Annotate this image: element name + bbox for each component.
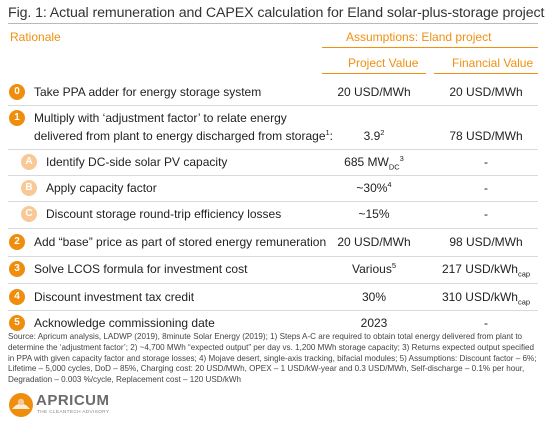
logo-tagline: THE CLEANTECH ADVISORY (37, 410, 110, 415)
project-value-cell: 20 USD/MWh (337, 85, 411, 99)
step-badge: B (21, 180, 37, 196)
project-value-cell: 20 USD/MWh (337, 235, 411, 249)
step-badge: 3 (9, 261, 25, 277)
project-value-cell: 2023 (360, 316, 388, 330)
step-label: Take PPA adder for energy storage system (34, 85, 262, 99)
project-value-cell: 30% (361, 290, 387, 304)
title-divider (8, 23, 538, 24)
row-divider (8, 149, 538, 150)
step-badge: 1 (9, 110, 25, 126)
project-value-divider (322, 73, 426, 74)
financial-value-divider (434, 73, 538, 74)
apricum-sun-logo-icon (9, 393, 33, 417)
project-value-cell: 685 MWDC3 (344, 154, 404, 172)
project-value-cell: 3.92 (363, 128, 385, 143)
financial-value-cell: - (484, 181, 488, 195)
row-divider (8, 175, 538, 176)
apricum-logo: APRICUM THE CLEANTECH ADVISORY (8, 388, 109, 422)
step-label-line2: delivered from plant to energy discharge… (34, 128, 334, 143)
financial-value-cell: - (484, 316, 488, 330)
step-badge: 5 (9, 315, 25, 331)
financial-value-header: Financial Value (452, 56, 534, 70)
row-divider (8, 310, 538, 311)
project-value-cell: ~15% (358, 207, 390, 221)
step-label: Discount storage round-trip efficiency l… (46, 207, 282, 221)
row-divider (8, 228, 538, 229)
step-badge: C (21, 206, 37, 222)
financial-value-cell: 217 USD/kWhcap (441, 262, 531, 279)
financial-value-cell: - (484, 207, 488, 221)
row-divider (8, 256, 538, 257)
step-label: Acknowledge commissioning date (34, 316, 215, 330)
step-badge: 4 (9, 289, 25, 305)
assumptions-header: Assumptions: Eland project (346, 30, 492, 44)
step-label: Add “base” price as part of stored energ… (34, 235, 327, 249)
row-divider (8, 105, 538, 106)
project-value-cell: Various5 (352, 261, 396, 276)
step-label: Discount investment tax credit (34, 290, 195, 304)
project-value-cell: ~30%4 (356, 180, 392, 195)
step-label-line1: Multiply with ‘adjustment factor’ to rel… (34, 111, 287, 125)
row-divider (8, 283, 538, 284)
page-title: Fig. 1: Actual remuneration and CAPEX ca… (8, 5, 545, 21)
step-badge: 0 (9, 84, 25, 100)
source-footnote: Source: Apricum analysis, LADWP (2019), … (8, 332, 537, 385)
rationale-header: Rationale (10, 30, 61, 44)
financial-value-cell: 98 USD/MWh (449, 235, 523, 249)
step-badge: 2 (9, 234, 25, 250)
assumptions-divider (322, 47, 538, 48)
project-value-header: Project Value (348, 56, 419, 70)
financial-value-cell: - (484, 155, 488, 169)
logo-brand-text: APRICUM (36, 392, 110, 409)
row-divider (8, 201, 538, 202)
step-label: Solve LCOS formula for investment cost (34, 262, 248, 276)
step-label: Apply capacity factor (46, 181, 157, 195)
step-badge: A (21, 154, 37, 170)
financial-value-cell: 20 USD/MWh (449, 85, 523, 99)
step-label: Identify DC-side solar PV capacity (46, 155, 228, 169)
financial-value-cell: 310 USD/kWhcap (441, 290, 531, 307)
financial-value-cell: 78 USD/MWh (449, 129, 523, 143)
